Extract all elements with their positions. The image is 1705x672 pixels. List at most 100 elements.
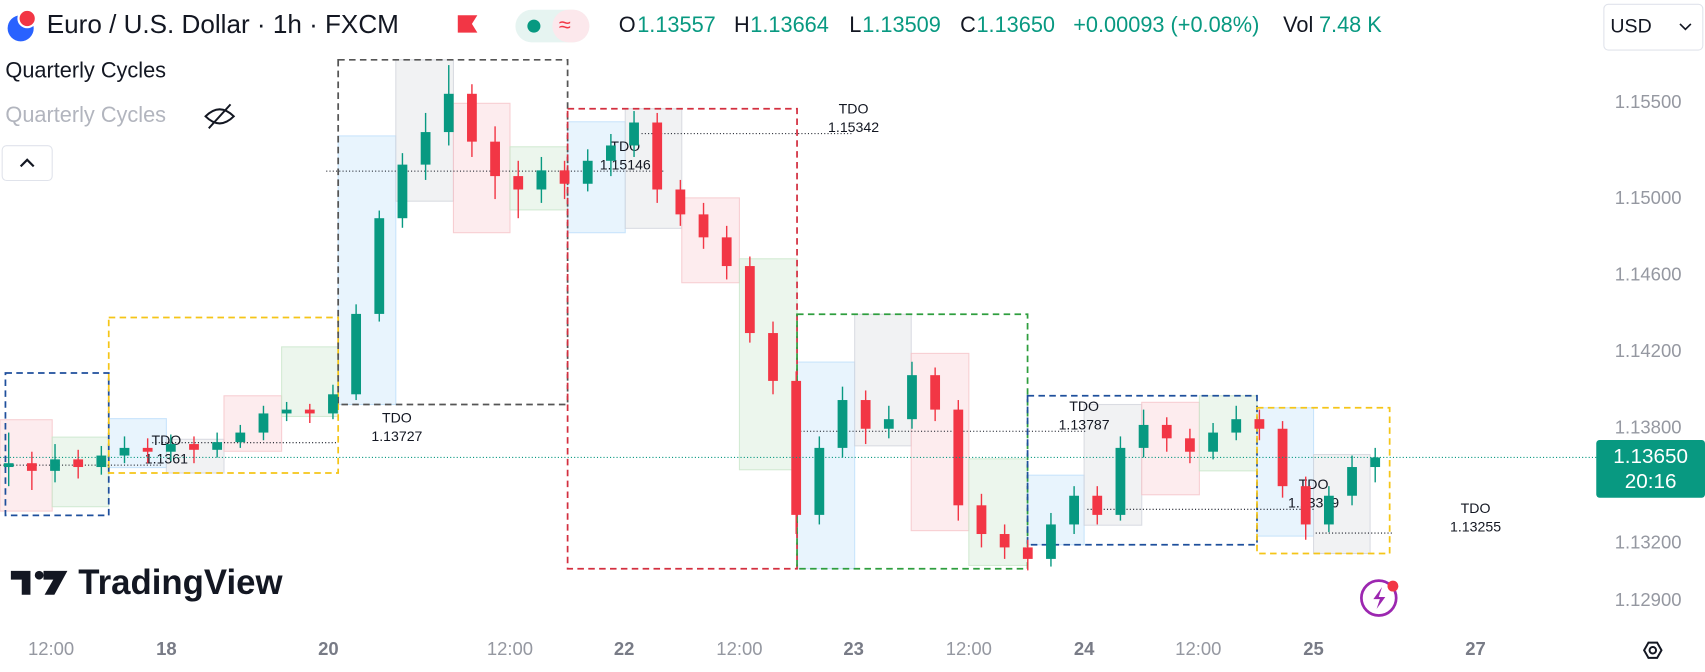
cycle-shade — [223, 395, 283, 452]
alert-ring — [1360, 579, 1398, 617]
l-value: 1.13509 — [862, 12, 941, 37]
alert-icon[interactable] — [1360, 579, 1399, 617]
candle-body — [791, 380, 802, 515]
cycle-box — [337, 58, 569, 406]
candle-body — [814, 447, 825, 515]
x-tick-label: 20 — [318, 638, 339, 659]
symbol: Euro / U.S. Dollar · 1h · FXCM — [47, 9, 399, 39]
last-price-tag — [1596, 440, 1705, 498]
x-tick-label: 12:00 — [716, 638, 762, 659]
l-label: L — [849, 12, 861, 37]
change: +0.00093 (+0.08%) — [1073, 12, 1259, 37]
settings-icon[interactable] — [1642, 641, 1663, 659]
vol-value: 7.48 K — [1319, 12, 1382, 37]
tdo-label: TDO — [1461, 500, 1491, 516]
tdo-value: 1.13727 — [371, 428, 422, 444]
candle-body — [1231, 419, 1242, 433]
x-tick-label: 12:00 — [487, 638, 533, 659]
y-tick-label: 1.14200 — [1615, 340, 1682, 361]
cycle-box — [1256, 406, 1391, 555]
candle-body — [1347, 467, 1357, 496]
tdo-value: 1.15342 — [828, 119, 879, 135]
c-label: C — [960, 12, 976, 37]
cycle-shade — [452, 102, 511, 234]
candle-body — [443, 93, 454, 133]
candle-body — [304, 409, 315, 414]
x-tick-label: 12:00 — [28, 638, 74, 659]
candle-body — [536, 170, 547, 190]
currency: USD — [1610, 15, 1651, 37]
indicator-name-hidden: Quarterly Cycles — [5, 102, 166, 127]
countdown: 20:16 — [1625, 470, 1677, 493]
eye-slash — [208, 103, 232, 129]
candle-body — [490, 141, 500, 177]
logo-text: TradingView — [78, 564, 283, 602]
candle-body — [999, 534, 1010, 548]
status-dot — [527, 19, 541, 33]
candle-body — [189, 444, 199, 450]
flag — [457, 15, 478, 33]
settings-center — [1648, 646, 1658, 655]
cycle-box — [1026, 394, 1258, 546]
candle-body — [1046, 524, 1056, 559]
candle-body — [235, 432, 246, 443]
status-approx: ≈ — [559, 12, 571, 37]
tdo-value: 1.13787 — [1059, 417, 1110, 433]
candle-body — [420, 132, 431, 165]
h-value: 1.13664 — [750, 12, 829, 37]
candle-body — [652, 122, 663, 190]
tdo-value: 1.1361 — [145, 450, 188, 466]
candle-body — [1138, 424, 1149, 448]
candle-body — [1161, 424, 1172, 439]
cycle-shade — [395, 59, 454, 202]
cycle-shade — [51, 436, 110, 508]
currency-select[interactable] — [1603, 3, 1704, 51]
x-tick-label: 25 — [1303, 638, 1324, 659]
candle-body — [96, 455, 107, 468]
candle-body — [721, 237, 732, 267]
c-value: 1.13650 — [976, 12, 1055, 37]
candle-body — [467, 93, 477, 142]
candle-body — [3, 463, 14, 468]
candle-body — [50, 459, 60, 471]
x-tick-label: 27 — [1465, 638, 1486, 659]
y-tick-label: 1.13800 — [1615, 417, 1682, 438]
candle-body — [559, 170, 570, 184]
candle-body — [351, 313, 362, 395]
cycle-box — [107, 316, 340, 474]
cycle-shade — [108, 418, 167, 469]
candle-body — [212, 442, 223, 450]
candle-body — [26, 463, 37, 471]
candle-body — [1115, 447, 1126, 515]
logo-dot — [34, 570, 44, 580]
plot: 1.12900 1.13200 1.13800 1.14200 1.14600 1.150… — [0, 65, 1705, 659]
collapse-button[interactable] — [1, 145, 53, 182]
candle-body — [907, 375, 917, 420]
o-value: 1.13557 — [637, 12, 716, 37]
collapse-arrow — [19, 158, 35, 168]
status-pill-right — [552, 9, 590, 43]
candle-body — [768, 333, 778, 381]
settings-hex — [1642, 641, 1663, 659]
indicator-name: Quarterly Cycles — [5, 58, 166, 83]
candle-body — [258, 413, 269, 433]
y-tick-label: 1.12900 — [1615, 589, 1682, 610]
header: Euro / U.S. Dollar · 1h · FXCM ≈ O 1.135… — [7, 3, 1704, 51]
candle-body — [1323, 495, 1334, 525]
x-tick-label: 24 — [1074, 638, 1095, 659]
eye-icon[interactable] — [204, 103, 236, 129]
candle-body — [1254, 419, 1265, 429]
candle-body — [73, 459, 84, 468]
candle-body — [1300, 486, 1311, 525]
o-label: O — [619, 12, 636, 37]
candle-body — [142, 447, 153, 452]
candle-body — [1069, 495, 1079, 525]
tdo-label: TDO — [151, 432, 181, 448]
cycle-shade — [1198, 395, 1258, 472]
candle-body — [629, 122, 639, 146]
candle-body — [119, 447, 130, 456]
tdo-label: TDO — [382, 410, 412, 426]
x-tick-label: 22 — [614, 638, 635, 659]
cycle-box — [566, 107, 798, 570]
